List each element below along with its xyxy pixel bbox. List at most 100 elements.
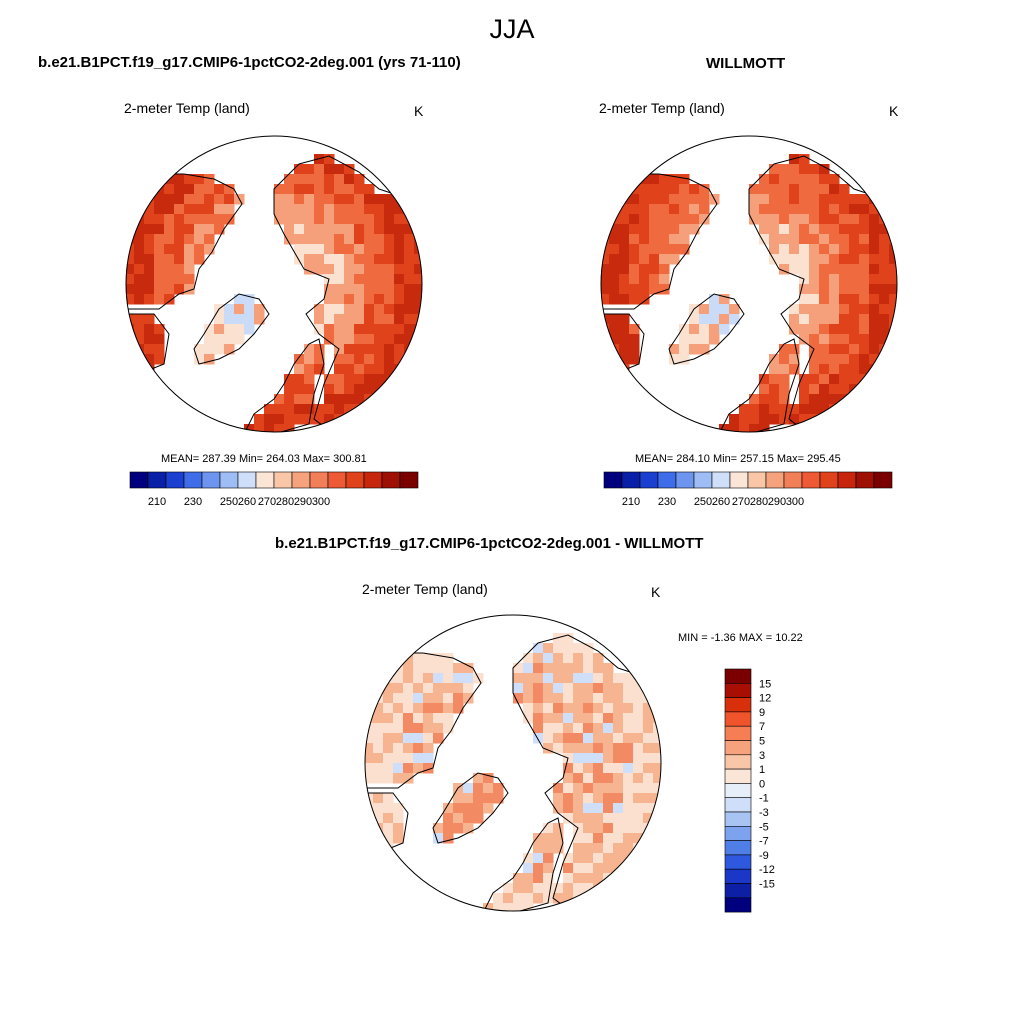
grid-cell	[294, 394, 305, 405]
grid-cell	[659, 244, 670, 255]
grid-cell	[493, 893, 504, 904]
grid-cell	[483, 903, 494, 911]
grid-cell	[224, 204, 235, 215]
grid-cell	[639, 234, 650, 245]
grid-cell	[174, 224, 185, 235]
grid-cell	[463, 813, 474, 824]
grid-cell	[799, 304, 810, 315]
grid-cell	[154, 264, 165, 275]
panel-1-colorbar: 210 230 250 260 270 280 290 300	[129, 471, 419, 508]
grid-cell	[769, 234, 780, 245]
grid-cell	[829, 384, 840, 395]
grid-cell	[613, 703, 624, 714]
grid-cell	[393, 773, 404, 784]
grid-cell	[224, 314, 235, 325]
grid-cell	[533, 893, 544, 904]
grid-cell	[859, 274, 870, 285]
grid-cell	[164, 234, 175, 245]
grid-cell	[829, 364, 840, 375]
grid-cell	[513, 673, 524, 684]
grid-cell	[314, 194, 325, 205]
colorbar-swatch	[724, 768, 752, 784]
grid-cell	[384, 354, 395, 365]
grid-cell	[839, 194, 850, 205]
grid-cell	[523, 653, 534, 664]
grid-cell	[184, 244, 195, 255]
grid-cell	[583, 853, 594, 864]
grid-cell	[839, 314, 850, 325]
grid-cell	[729, 314, 740, 325]
grid-cell	[613, 843, 624, 854]
grid-cell	[759, 194, 770, 205]
grid-cell	[809, 204, 820, 215]
grid-cell	[643, 763, 654, 774]
grid-cell	[264, 404, 275, 415]
grid-cell	[679, 344, 690, 355]
grid-cell	[563, 763, 574, 774]
grid-cell	[334, 244, 345, 255]
grid-cell	[563, 703, 574, 714]
grid-cell	[284, 204, 295, 215]
grid-cell	[829, 284, 840, 295]
grid-cell	[134, 314, 145, 325]
grid-cell	[403, 753, 414, 764]
grid-cell	[689, 184, 700, 195]
grid-cell	[689, 204, 700, 215]
grid-cell	[373, 743, 384, 754]
grid-cell	[523, 883, 534, 894]
grid-cell	[354, 344, 365, 355]
grid-cell	[633, 693, 644, 704]
grid-cell	[573, 643, 584, 654]
grid-cell	[364, 224, 375, 235]
grid-cell	[404, 244, 415, 255]
grid-cell	[126, 274, 135, 285]
grid-cell	[613, 773, 624, 784]
grid-cell	[653, 723, 661, 734]
grid-cell	[623, 803, 634, 814]
grid-cell	[759, 234, 770, 245]
grid-cell	[513, 693, 524, 704]
grid-cell	[623, 843, 634, 854]
grid-cell	[879, 294, 890, 305]
grid-cell	[324, 414, 335, 425]
grid-cell	[373, 813, 384, 824]
grid-cell	[859, 284, 870, 295]
grid-cell	[649, 244, 660, 255]
grid-cell	[699, 204, 710, 215]
colorbar-swatch	[724, 897, 752, 913]
grid-cell	[443, 683, 454, 694]
grid-cell	[224, 214, 235, 225]
grid-cell	[799, 254, 810, 265]
colorbar-tick-label: 280	[750, 496, 768, 508]
grid-cell	[849, 214, 860, 225]
grid-cell	[374, 354, 385, 365]
grid-cell	[224, 344, 235, 355]
grid-cell	[809, 214, 820, 225]
grid-cell	[164, 224, 175, 235]
grid-cell	[374, 334, 385, 345]
grid-cell	[244, 324, 255, 335]
grid-cell	[364, 394, 375, 405]
grid-cell	[364, 314, 375, 325]
grid-cell	[649, 224, 660, 235]
colorbar-tick-label: 290	[294, 496, 312, 508]
grid-cell	[383, 693, 394, 704]
grid-cell	[593, 703, 604, 714]
grid-cell	[659, 284, 670, 295]
grid-cell	[433, 833, 444, 844]
grid-cell	[869, 244, 880, 255]
grid-cell	[583, 793, 594, 804]
grid-cell	[609, 234, 620, 245]
grid-cell	[809, 284, 820, 295]
grid-cell	[314, 354, 325, 365]
grid-cell	[214, 204, 225, 215]
grid-cell	[779, 244, 790, 255]
grid-cell	[879, 304, 890, 315]
panel-1-title: b.e21.B1PCT.f19_g17.CMIP6-1pctCO2-2deg.0…	[38, 54, 461, 71]
grid-cell	[304, 234, 315, 245]
colorbar-swatch	[765, 471, 785, 489]
grid-cell	[364, 204, 375, 215]
grid-cell	[254, 414, 265, 425]
colorbar-swatch	[724, 868, 752, 884]
grid-cell	[204, 354, 215, 365]
